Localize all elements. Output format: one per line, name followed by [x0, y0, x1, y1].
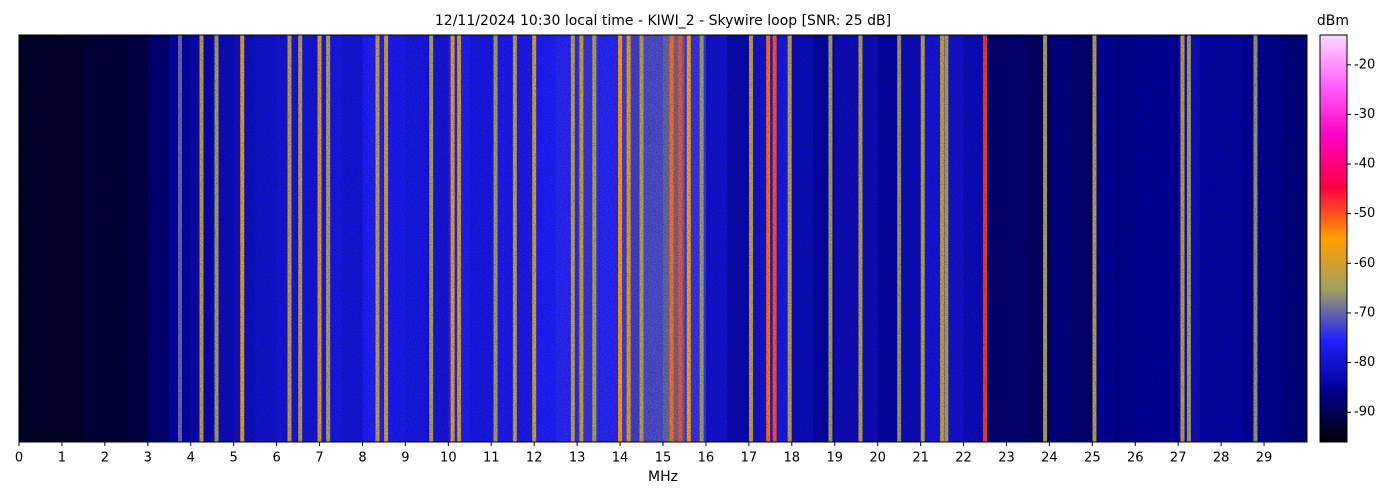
x-tick-label: 23: [998, 451, 1015, 466]
x-tick-label: 21: [912, 451, 929, 466]
texture: [19, 35, 1307, 442]
x-tick-label: 5: [230, 451, 238, 466]
x-tick-label: 24: [1041, 451, 1058, 466]
x-tick-label: 2: [101, 451, 109, 466]
colorbar-tick-label: -70: [1354, 305, 1375, 320]
colorbar-tick-label: -20: [1354, 57, 1375, 72]
colorbar-tick-label: -60: [1354, 256, 1375, 271]
x-tick-label: 18: [784, 451, 801, 466]
colorbar-tick-label: -90: [1354, 405, 1375, 420]
x-tick-label: 10: [440, 451, 457, 466]
x-tick-label: 19: [826, 451, 843, 466]
x-tick-label: 13: [569, 451, 586, 466]
x-tick-label: 25: [1084, 451, 1101, 466]
x-tick-label: 28: [1213, 451, 1230, 466]
x-tick-label: 22: [955, 451, 972, 466]
x-tick-label: 26: [1127, 451, 1144, 466]
colorbar-label: dBm: [1317, 13, 1349, 29]
x-tick-label: 3: [144, 451, 152, 466]
x-tick-label: 17: [741, 451, 758, 466]
x-tick-label: 29: [1256, 451, 1273, 466]
x-tick-label: 1: [58, 451, 66, 466]
plot-area: [19, 35, 1307, 442]
colorbar-tick-label: -30: [1354, 107, 1375, 122]
x-tick-label: 14: [612, 451, 629, 466]
colorbar-tick-label: -80: [1354, 355, 1375, 370]
x-tick-label: 9: [401, 451, 409, 466]
x-tick-label: 12: [526, 451, 543, 466]
colorbar-tick-label: -50: [1354, 206, 1375, 221]
x-tick-label: 16: [698, 451, 715, 466]
x-tick-label: 8: [358, 451, 366, 466]
x-tick-label: 11: [483, 451, 500, 466]
x-tick-label: 6: [272, 451, 280, 466]
colorbar: [1319, 34, 1348, 443]
x-tick-label: 15: [655, 451, 672, 466]
x-axis-label: MHz: [648, 469, 678, 485]
x-tick-label: 4: [187, 451, 195, 466]
x-tick-label: 7: [315, 451, 323, 466]
x-tick-label: 27: [1170, 451, 1187, 466]
colorbar-tick-label: -40: [1354, 157, 1375, 172]
x-tick-label: 0: [15, 451, 23, 466]
x-tick-label: 20: [869, 451, 886, 466]
chart-title: 12/11/2024 10:30 local time - KIWI_2 - S…: [435, 13, 891, 29]
